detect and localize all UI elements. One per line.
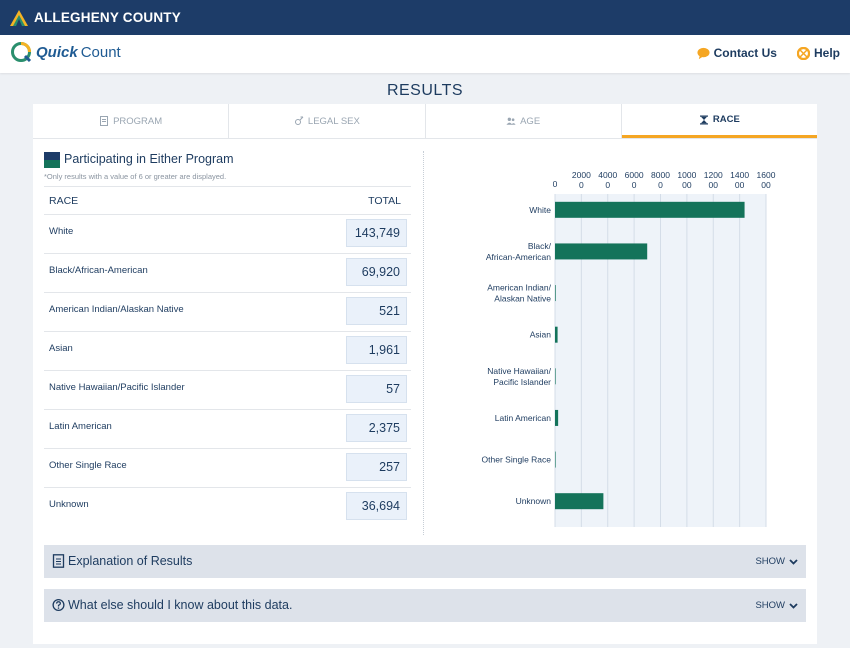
x-tick-label: 0 <box>553 179 558 189</box>
x-tick-label: 6000 0 <box>625 170 644 190</box>
tab-program-label: PROGRAM <box>113 115 163 127</box>
quickcount-logo-icon <box>11 42 32 63</box>
chevron-down-icon <box>789 602 798 609</box>
x-tick-label: 1600 00 <box>757 170 776 190</box>
tab-program[interactable]: PROGRAM <box>33 104 230 138</box>
category-label: Asian <box>530 330 552 340</box>
help-link[interactable]: Help <box>796 46 840 60</box>
table-row: Asian 1,961 <box>44 332 411 371</box>
explanation-accordion[interactable]: Explanation of Results SHOW <box>44 545 806 578</box>
table-row: Other Single Race 257 <box>44 449 411 488</box>
display-threshold-note: *Only results with a value of 6 or great… <box>44 172 227 181</box>
lifebuoy-icon <box>796 46 810 60</box>
x-tick-label: 1400 00 <box>730 170 749 190</box>
column-header-race: RACE <box>49 195 79 207</box>
row-total-value: 521 <box>346 297 407 325</box>
row-total-value: 143,749 <box>346 219 407 247</box>
row-race-label: Black/African-American <box>49 265 148 276</box>
chat-bubble-icon <box>697 47 710 59</box>
bar[interactable] <box>555 326 558 343</box>
help-label: Help <box>813 46 840 60</box>
table-row: American Indian/Alaskan Native 521 <box>44 293 411 332</box>
results-card: PROGRAM LEGAL SEX AGE RACE Participating… <box>33 104 817 644</box>
row-total-value: 36,694 <box>346 492 407 520</box>
x-tick-label: 4000 0 <box>598 170 617 190</box>
table-row: Unknown 36,694 <box>44 488 411 527</box>
x-tick-label: 8000 0 <box>651 170 670 190</box>
row-total-value: 69,920 <box>346 258 407 286</box>
bar[interactable] <box>555 285 556 302</box>
group-title: Participating in Either Program <box>64 152 234 166</box>
row-total-value: 2,375 <box>346 414 407 442</box>
tab-legal-sex[interactable]: LEGAL SEX <box>229 104 426 138</box>
category-tabs: PROGRAM LEGAL SEX AGE RACE <box>33 104 817 139</box>
tab-race[interactable]: RACE <box>621 104 817 138</box>
brand-name-bold: Quick <box>36 43 78 61</box>
category-label: Latin American <box>495 413 551 423</box>
category-label: Native Hawaiian/Pacific Islander <box>487 366 551 387</box>
bar[interactable] <box>555 409 559 426</box>
bar[interactable] <box>555 243 648 260</box>
contact-us-link[interactable]: Contact Us <box>697 46 777 60</box>
hourglass-icon <box>699 115 708 124</box>
table-row: White 143,749 <box>44 215 411 254</box>
gender-icon <box>294 116 304 125</box>
row-total-value: 57 <box>346 375 407 403</box>
accordion-toggle-label: SHOW <box>755 556 785 567</box>
row-race-label: Unknown <box>49 499 89 510</box>
accordion-toggle[interactable]: SHOW <box>755 556 798 567</box>
quickcount-logo[interactable]: Quick Count <box>10 41 121 63</box>
bar[interactable] <box>555 368 556 385</box>
tab-age-label: AGE <box>520 115 541 127</box>
row-race-label: American Indian/Alaskan Native <box>49 304 184 315</box>
accordion-toggle-label: SHOW <box>755 600 785 611</box>
contact-us-label: Contact Us <box>713 46 777 60</box>
section-divider <box>423 151 424 535</box>
page-title: RESULTS <box>386 82 464 99</box>
accordion-title: What else should I know about this data. <box>68 598 293 612</box>
tab-race-label: RACE <box>712 114 740 125</box>
row-total-value: 1,961 <box>346 336 407 364</box>
row-race-label: Latin American <box>49 421 112 432</box>
tab-legal-sex-label: LEGAL SEX <box>307 115 360 127</box>
category-label: White <box>529 205 551 215</box>
chevron-down-icon <box>789 558 798 565</box>
table-row: Latin American 2,375 <box>44 410 411 449</box>
row-race-label: Other Single Race <box>49 460 127 471</box>
bar[interactable] <box>555 201 745 218</box>
document-icon <box>52 554 65 568</box>
category-label: American Indian/Alaskan Native <box>487 283 551 304</box>
people-icon <box>506 117 516 125</box>
brand-name-regular: Count <box>80 43 121 61</box>
accordion-title: Explanation of Results <box>68 554 193 568</box>
county-header: ALLEGHENY COUNTY <box>0 0 850 35</box>
table-row: Black/African-American 69,920 <box>44 254 411 293</box>
category-label: Black/African-American <box>486 241 552 262</box>
question-circle-icon <box>52 598 65 612</box>
app-navbar: Quick Count Contact Us Help <box>0 35 850 73</box>
document-icon <box>100 116 109 126</box>
row-race-label: White <box>49 226 74 237</box>
row-race-label: Native Hawaiian/Pacific Islander <box>49 382 185 393</box>
bar[interactable] <box>555 493 604 510</box>
category-label: Unknown <box>516 496 552 506</box>
table-row: Native Hawaiian/Pacific Islander 57 <box>44 371 411 410</box>
race-bar-chart: 0 2000 0 4000 0 6000 0 8000 0 1000 00 1200 00 1400 00 1… <box>482 170 776 527</box>
results-table-header: RACE TOTAL <box>44 186 411 215</box>
category-label: Other Single Race <box>482 455 552 465</box>
row-race-label: Asian <box>49 343 73 354</box>
column-header-total: TOTAL <box>368 195 401 207</box>
x-tick-label: 1000 00 <box>677 170 696 190</box>
county-name: ALLEGHENY COUNTY <box>34 10 181 25</box>
allegheny-logo-icon <box>10 9 28 26</box>
accordion-toggle[interactable]: SHOW <box>755 600 798 611</box>
bar[interactable] <box>555 451 556 468</box>
row-total-value: 257 <box>346 453 407 481</box>
x-tick-label: 2000 0 <box>572 170 591 190</box>
x-tick-label: 1200 00 <box>704 170 723 190</box>
tab-age[interactable]: AGE <box>426 104 622 138</box>
group-color-swatch <box>44 152 60 168</box>
data-notes-accordion[interactable]: What else should I know about this data.… <box>44 589 806 622</box>
